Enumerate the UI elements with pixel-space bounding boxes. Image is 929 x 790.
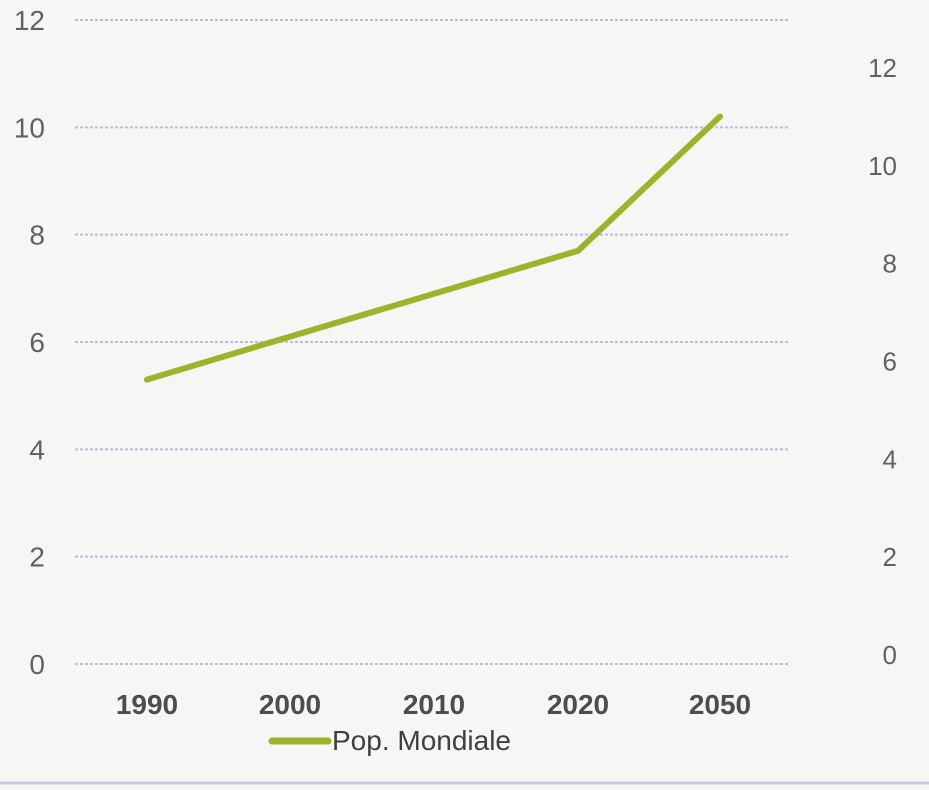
y-tick-label: 4: [29, 434, 45, 465]
y2-tick-label: 8: [883, 249, 897, 279]
x-tick-label: 1990: [116, 689, 178, 720]
series-layer: [144, 113, 723, 383]
y-tick-label: 2: [29, 542, 45, 573]
y-tick-label: 10: [14, 112, 45, 143]
x-tick-label: 2010: [403, 689, 465, 720]
x-axis: 1990 2000 2010 2020 2050: [116, 689, 751, 720]
gridlines: [75, 19, 790, 665]
y-axis-left: 0 2 4 6 8 10 12: [14, 5, 45, 680]
x-tick-label: 2050: [689, 689, 751, 720]
y-tick-label: 0: [29, 649, 45, 680]
x-tick-label: 2020: [547, 689, 609, 720]
x-tick-label: 2000: [259, 689, 321, 720]
legend: Pop. Mondiale: [268, 725, 511, 756]
y-tick-label: 12: [14, 5, 45, 36]
y2-tick-label: 10: [868, 151, 897, 181]
y-tick-label: 8: [29, 220, 45, 251]
y2-tick-label: 6: [883, 347, 897, 377]
y-tick-label: 6: [29, 327, 45, 358]
legend-label: Pop. Mondiale: [332, 725, 511, 756]
y2-tick-label: 12: [868, 53, 897, 83]
y2-tick-label: 2: [883, 542, 897, 572]
series-line-pop-mondiale: [144, 113, 723, 383]
y2-tick-label: 4: [883, 444, 897, 474]
y2-tick-label: 0: [883, 640, 897, 670]
y-axis-right: 0 2 4 6 8 10 12: [868, 53, 897, 670]
